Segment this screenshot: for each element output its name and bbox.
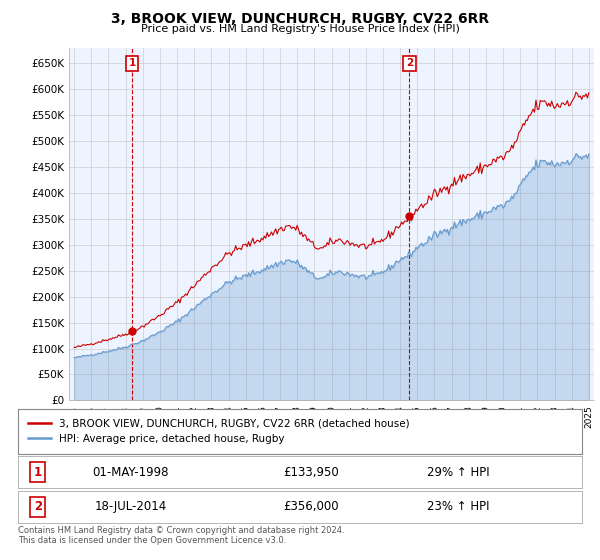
Text: 29% ↑ HPI: 29% ↑ HPI — [427, 465, 489, 479]
Text: 18-JUL-2014: 18-JUL-2014 — [95, 500, 167, 514]
Text: 3, BROOK VIEW, DUNCHURCH, RUGBY, CV22 6RR: 3, BROOK VIEW, DUNCHURCH, RUGBY, CV22 6R… — [111, 12, 489, 26]
Text: 01-MAY-1998: 01-MAY-1998 — [92, 465, 169, 479]
Text: Contains HM Land Registry data © Crown copyright and database right 2024.
This d: Contains HM Land Registry data © Crown c… — [18, 526, 344, 545]
Text: 23% ↑ HPI: 23% ↑ HPI — [427, 500, 489, 514]
Legend: 3, BROOK VIEW, DUNCHURCH, RUGBY, CV22 6RR (detached house), HPI: Average price, : 3, BROOK VIEW, DUNCHURCH, RUGBY, CV22 6R… — [23, 414, 414, 448]
Text: 2: 2 — [34, 500, 42, 514]
Text: £356,000: £356,000 — [283, 500, 339, 514]
Text: 1: 1 — [34, 465, 42, 479]
Text: 2: 2 — [406, 58, 413, 68]
Text: £133,950: £133,950 — [283, 465, 339, 479]
Text: 1: 1 — [128, 58, 136, 68]
Text: Price paid vs. HM Land Registry's House Price Index (HPI): Price paid vs. HM Land Registry's House … — [140, 24, 460, 34]
